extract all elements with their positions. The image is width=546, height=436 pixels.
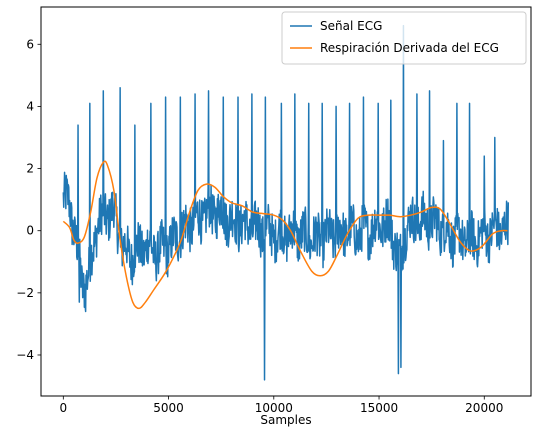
legend-label: Respiración Derivada del ECG [320,41,499,55]
series-layer [62,24,510,381]
y-tick-label: −4 [16,348,34,362]
x-axis-label: Samples [260,413,311,427]
legend-label: Señal ECG [320,19,382,33]
y-tick-label: 6 [26,37,34,51]
series-line-respiration [62,160,508,310]
x-tick-label: 10000 [255,401,293,415]
x-tick-label: 0 [59,401,67,415]
y-tick-label: 0 [26,224,34,238]
x-axis-ticks: 0 5000 10000 15000 20000 [59,396,503,415]
legend-box [281,11,527,65]
y-tick-label: −2 [16,286,34,300]
x-tick-label: 15000 [360,401,398,415]
axes-frame [40,6,532,397]
y-tick-label: 4 [26,99,34,113]
series-line-ecg [62,24,510,381]
y-axis-ticks: −4 −2 0 2 4 6 [16,37,41,362]
x-tick-label: 20000 [465,401,503,415]
plot-area [40,6,532,397]
axes-background [41,7,531,396]
y-tick-label: 2 [26,162,34,176]
legend: Señal ECG Respiración Derivada del ECG [281,11,527,65]
x-tick-label: 5000 [153,401,184,415]
